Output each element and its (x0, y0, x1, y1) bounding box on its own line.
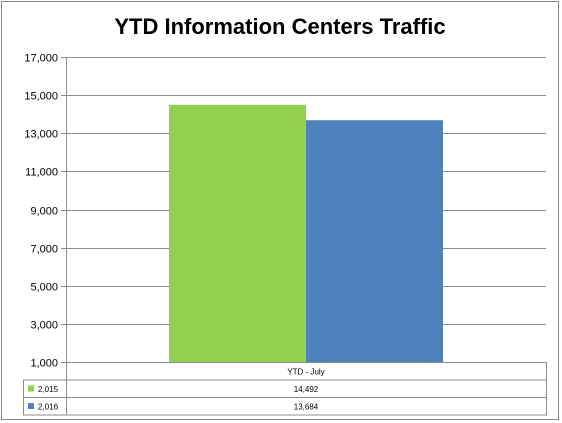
y-tick-label: 5,000 (30, 282, 58, 294)
y-tick-label: 9,000 (30, 206, 58, 218)
category-label: YTD - July (287, 368, 324, 377)
legend-swatch (28, 403, 34, 409)
bar-series-1 (169, 104, 306, 362)
legend-swatch (28, 385, 34, 392)
y-tick-label: 1,000 (30, 358, 58, 370)
y-tick-label: 11,000 (25, 167, 58, 179)
chart-title: YTD Information Centers Traffic (114, 14, 446, 39)
y-axis-ticks: 1,000 3,000 5,000 7,000 9,000 11,000 13,000 15,… (24, 53, 58, 370)
y-tick-label: 17,000 (24, 53, 58, 65)
legend-series-name: 2,015 (38, 385, 59, 394)
legend-series-name: 2,016 (38, 403, 59, 412)
data-table: YTD - July 2,015 14,492 2,016 13,684 (23, 362, 547, 416)
y-tick-label: 15,000 (24, 91, 58, 103)
value-cell (66, 397, 547, 416)
data-label: 14,492 (294, 385, 319, 394)
y-tick-label: 7,000 (30, 244, 58, 256)
data-label: 13,684 (294, 403, 319, 412)
bar-series-2 (306, 120, 443, 363)
bars (169, 104, 443, 363)
y-tick-label: 3,000 (30, 320, 58, 332)
y-tick-label: 13,000 (24, 129, 58, 141)
